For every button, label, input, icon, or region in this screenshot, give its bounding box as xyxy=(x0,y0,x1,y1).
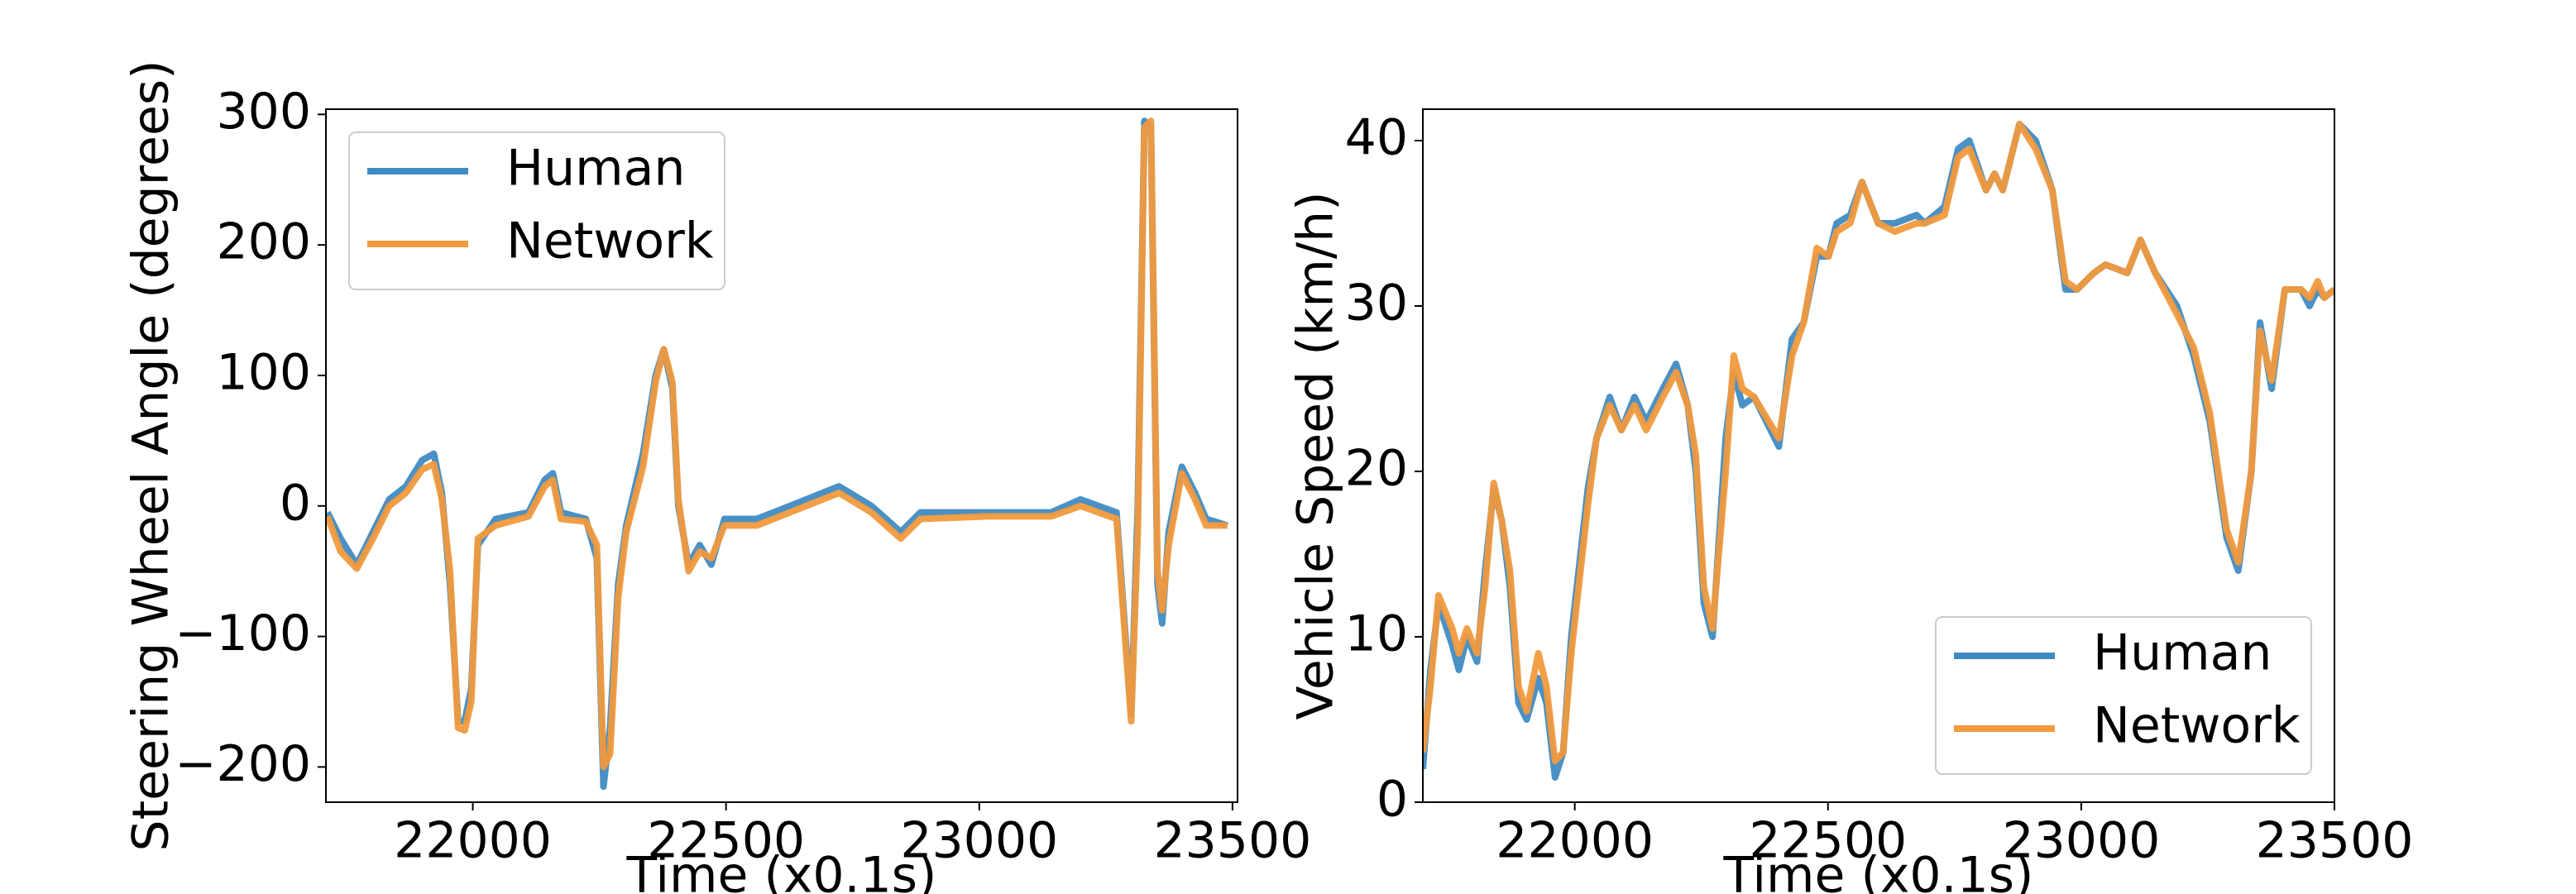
plot-area xyxy=(1423,121,2334,781)
x-tick-label: 23000 xyxy=(2002,812,2160,870)
subplot: −200 −100 0 100 200 300 22000 22500 23000 23500 Ti… xyxy=(122,60,1312,894)
subplot: 0 10 20 30 40 22000 22500 23000 23500 Time (x0.1s… xyxy=(1287,108,2414,894)
axes-frame xyxy=(1422,108,2335,803)
y-tick-label: 0 xyxy=(280,474,311,532)
legend-label: Network xyxy=(506,213,714,270)
axes-frame xyxy=(325,108,1238,803)
plot-area xyxy=(326,117,1228,791)
y-tick-label: 40 xyxy=(1345,109,1408,167)
x-tick-label: 22500 xyxy=(647,812,805,870)
legend: Human Network xyxy=(1935,616,2312,775)
x-tick-label: 23500 xyxy=(1153,812,1311,870)
x-tick-label: 22000 xyxy=(394,812,552,870)
series-line xyxy=(1423,121,2334,764)
y-tick-label: 0 xyxy=(1377,771,1408,829)
legend-label: Human xyxy=(506,140,685,198)
y-tick-label: 30 xyxy=(1345,275,1408,332)
legend-label: Human xyxy=(2093,624,2272,682)
legend-label: Network xyxy=(2093,697,2301,755)
y-tick-label: 100 xyxy=(216,344,311,402)
legend: Human Network xyxy=(348,131,725,290)
x-tick-label: 23500 xyxy=(2256,812,2414,870)
x-axis-label: Time (x0.1s) xyxy=(626,847,937,894)
y-tick-label: −200 xyxy=(175,735,311,793)
y-tick-label: 200 xyxy=(216,213,311,271)
series-line xyxy=(326,117,1228,771)
y-tick-label: 300 xyxy=(216,83,311,141)
x-tick-label: 23000 xyxy=(900,812,1058,870)
x-tick-label: 22000 xyxy=(1496,812,1654,870)
y-axis-label: Steering Wheel Angle (degrees) xyxy=(122,60,180,851)
y-tick-label: 10 xyxy=(1345,605,1408,663)
y-tick-label: 20 xyxy=(1345,440,1408,498)
y-axis-label: Vehicle Speed (km/h) xyxy=(1287,191,1345,720)
x-axis-label: Time (x0.1s) xyxy=(1723,847,2034,894)
x-tick-label: 22500 xyxy=(1749,812,1907,870)
y-tick-label: −100 xyxy=(175,605,311,662)
